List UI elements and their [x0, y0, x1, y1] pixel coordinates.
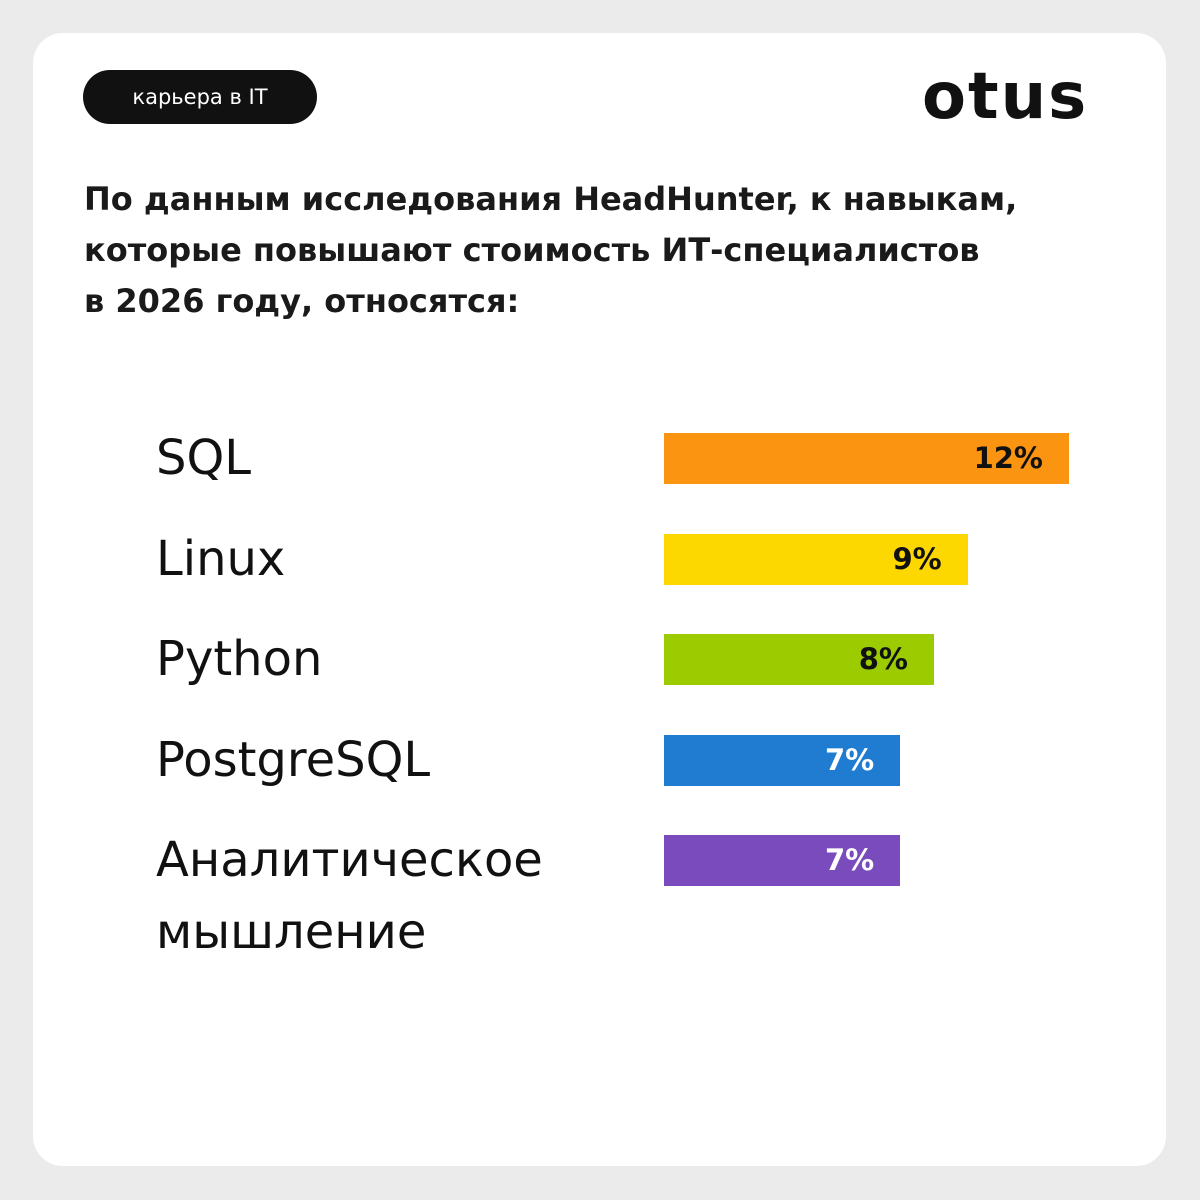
value-label: 7%	[825, 742, 875, 777]
category-label: SQL	[156, 430, 251, 486]
bar	[664, 734, 901, 786]
value-label: 9%	[892, 541, 942, 576]
bar	[664, 634, 934, 685]
category-label: PostgreSQL	[156, 731, 431, 788]
category-label: Linux	[156, 530, 286, 587]
bar	[664, 533, 968, 585]
category-label: Аналитическое мышление	[156, 832, 543, 960]
bar	[664, 835, 901, 886]
chart-title: По данным исследования HeadHunter, к нав…	[84, 180, 1018, 320]
value-label: 12%	[973, 441, 1043, 475]
value-label: 8%	[858, 642, 908, 676]
logo: otus	[922, 60, 1089, 134]
card	[33, 33, 1166, 1166]
category-label: Python	[156, 631, 323, 687]
bar	[664, 433, 1069, 484]
tag: карьера в IT	[83, 70, 317, 124]
value-label: 7%	[825, 843, 875, 877]
